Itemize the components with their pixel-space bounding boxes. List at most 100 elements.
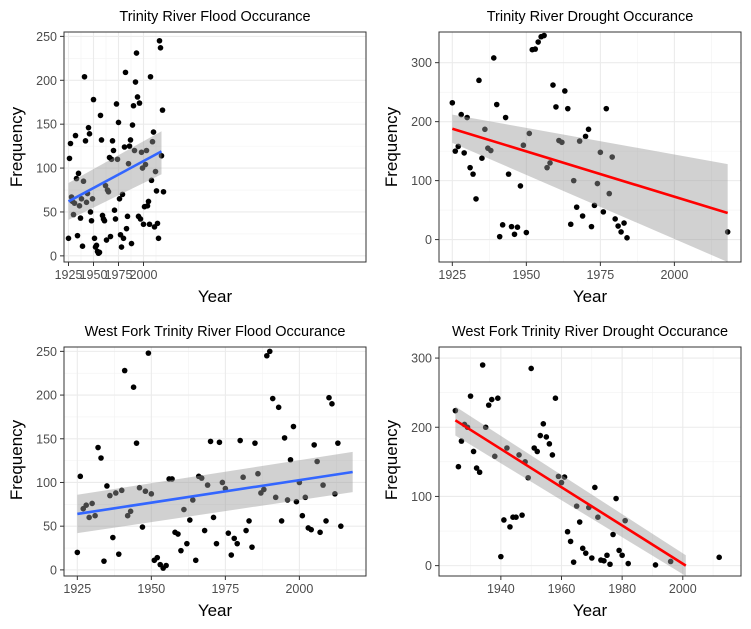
data-point bbox=[537, 432, 544, 439]
data-point bbox=[467, 393, 474, 399]
data-point bbox=[564, 528, 571, 535]
data-point bbox=[192, 557, 199, 564]
data-point bbox=[66, 155, 73, 162]
data-point bbox=[502, 114, 509, 121]
data-point bbox=[269, 395, 276, 402]
x-axis-title: Year bbox=[573, 601, 608, 620]
data-point bbox=[576, 138, 583, 144]
data-point bbox=[525, 474, 531, 481]
data-point bbox=[550, 82, 556, 88]
data-point bbox=[485, 402, 492, 408]
data-point bbox=[604, 552, 610, 559]
data-point bbox=[496, 233, 503, 240]
data-point bbox=[470, 448, 477, 455]
data-point bbox=[514, 224, 521, 231]
data-point bbox=[110, 534, 116, 541]
panel-border bbox=[63, 346, 367, 577]
data-point bbox=[144, 203, 151, 209]
data-point bbox=[464, 114, 470, 121]
data-point bbox=[127, 508, 134, 515]
data-point bbox=[243, 527, 249, 534]
x-axis-title: Year bbox=[573, 287, 608, 306]
data-point bbox=[157, 45, 164, 51]
trend-line bbox=[454, 419, 687, 567]
data-point bbox=[147, 73, 154, 80]
x-tick-label: 1925 bbox=[63, 582, 91, 596]
data-point bbox=[72, 132, 79, 139]
plot-background bbox=[439, 347, 741, 576]
data-point bbox=[600, 209, 607, 215]
data-point bbox=[499, 222, 506, 228]
data-point bbox=[85, 124, 92, 131]
x-tick-label: 1950 bbox=[80, 268, 108, 282]
data-point bbox=[335, 440, 341, 446]
data-point bbox=[594, 180, 601, 187]
data-point bbox=[479, 362, 486, 368]
data-point bbox=[76, 203, 83, 209]
data-point bbox=[511, 231, 518, 238]
data-point bbox=[207, 438, 214, 445]
data-point bbox=[547, 160, 553, 166]
data-point bbox=[112, 216, 119, 222]
data-point bbox=[589, 555, 595, 561]
data-point bbox=[75, 170, 82, 177]
data-point bbox=[83, 199, 90, 206]
data-point bbox=[98, 137, 105, 143]
data-point bbox=[615, 223, 621, 229]
data-point bbox=[493, 101, 500, 108]
data-point bbox=[567, 221, 574, 228]
data-point bbox=[98, 455, 104, 461]
data-point bbox=[293, 498, 300, 505]
grid bbox=[64, 347, 366, 576]
data-point bbox=[517, 183, 524, 189]
data-point bbox=[458, 111, 465, 118]
trend-line bbox=[67, 150, 163, 203]
x-tick-label: 1950 bbox=[137, 582, 165, 596]
y-tick-label: 200 bbox=[36, 389, 57, 403]
data-point bbox=[607, 561, 613, 568]
y-tick-label: 300 bbox=[411, 352, 432, 366]
y-tick-label: 100 bbox=[36, 476, 57, 490]
data-point bbox=[495, 395, 501, 401]
y-tick-label: 250 bbox=[36, 345, 57, 359]
data-point bbox=[562, 88, 568, 94]
data-point bbox=[579, 545, 586, 552]
data-point bbox=[219, 479, 226, 486]
data-point bbox=[74, 232, 81, 239]
data-point bbox=[473, 465, 480, 471]
data-point bbox=[302, 494, 309, 501]
points bbox=[65, 37, 167, 257]
data-point bbox=[311, 442, 317, 448]
data-point bbox=[159, 107, 166, 113]
data-point bbox=[543, 434, 550, 440]
data-point bbox=[198, 475, 205, 481]
data-point bbox=[120, 235, 127, 242]
data-point bbox=[143, 147, 150, 154]
data-point bbox=[523, 229, 530, 236]
data-point bbox=[505, 171, 512, 177]
data-point bbox=[67, 140, 74, 147]
data-point bbox=[189, 497, 196, 503]
data-point bbox=[591, 202, 598, 209]
data-point bbox=[149, 138, 156, 145]
data-point bbox=[570, 177, 577, 184]
data-point bbox=[118, 244, 125, 250]
y-tick-label: 150 bbox=[36, 118, 57, 132]
data-point bbox=[314, 458, 320, 465]
data-point bbox=[231, 535, 238, 542]
data-point bbox=[287, 456, 294, 463]
data-point bbox=[160, 188, 167, 195]
data-point bbox=[579, 213, 586, 219]
data-point bbox=[142, 161, 149, 168]
data-point bbox=[488, 147, 494, 154]
data-point bbox=[482, 424, 489, 431]
data-point bbox=[621, 220, 627, 226]
x-axis-title: Year bbox=[198, 601, 233, 620]
data-point bbox=[97, 112, 104, 119]
panel-title: Trinity River Flood Occurance bbox=[119, 9, 310, 25]
data-point bbox=[142, 488, 149, 495]
data-point bbox=[145, 350, 152, 356]
data-point bbox=[652, 562, 659, 568]
data-point bbox=[535, 39, 541, 45]
y-axis-title: Frequency bbox=[7, 419, 26, 500]
